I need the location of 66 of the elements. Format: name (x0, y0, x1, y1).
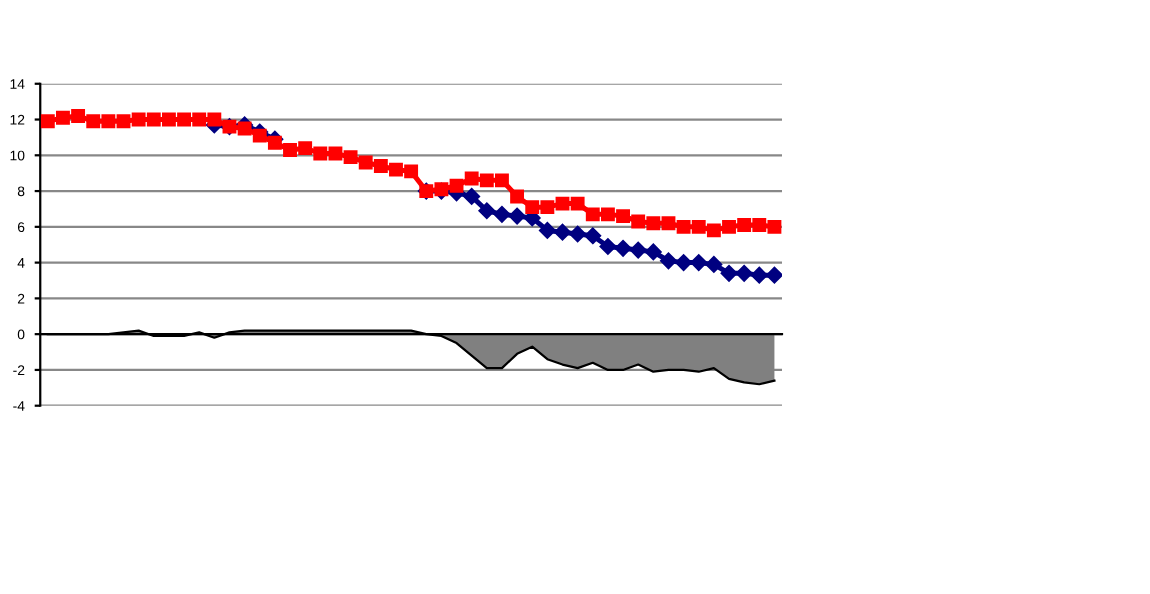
point (328, 146, 343, 161)
point (283, 142, 297, 157)
point (767, 219, 782, 234)
point (555, 196, 570, 211)
point (645, 243, 662, 261)
point (131, 112, 146, 127)
point (720, 265, 738, 282)
point (192, 112, 207, 127)
point (691, 219, 706, 234)
point (252, 128, 267, 143)
point (676, 219, 691, 234)
point (508, 207, 526, 225)
point (404, 164, 419, 179)
point (449, 178, 464, 193)
point (584, 227, 602, 245)
point (146, 112, 161, 127)
point (207, 112, 222, 127)
point (554, 223, 571, 241)
point (510, 189, 525, 204)
point (389, 162, 403, 177)
point (298, 141, 313, 156)
point (737, 218, 752, 232)
point (40, 114, 55, 129)
point (343, 150, 358, 165)
point (464, 171, 479, 186)
point (495, 173, 509, 188)
point (705, 256, 723, 273)
point (525, 200, 540, 215)
point (267, 135, 282, 150)
point (690, 254, 708, 271)
point (706, 223, 721, 238)
point (629, 241, 647, 259)
point (313, 146, 328, 161)
point (373, 159, 388, 173)
point (751, 266, 768, 284)
point (585, 207, 600, 222)
point (86, 114, 101, 129)
point (493, 206, 511, 223)
point (358, 155, 373, 170)
point (616, 209, 630, 224)
point (478, 202, 496, 220)
point (71, 109, 86, 123)
point (752, 218, 767, 232)
point (116, 114, 131, 129)
point (660, 252, 677, 270)
point (766, 266, 782, 284)
point (479, 173, 494, 188)
point (675, 254, 692, 271)
point (569, 225, 586, 243)
point (539, 222, 556, 239)
point (540, 200, 555, 215)
point (722, 219, 736, 234)
point (631, 214, 646, 229)
point (600, 207, 615, 222)
point (161, 112, 176, 127)
point (237, 121, 252, 136)
point (599, 238, 617, 255)
point (463, 188, 480, 205)
point (101, 114, 116, 129)
point (614, 240, 632, 257)
point (177, 112, 191, 127)
point (570, 196, 585, 211)
point (661, 216, 676, 231)
point (56, 110, 70, 125)
point (735, 265, 753, 282)
point (646, 216, 661, 231)
